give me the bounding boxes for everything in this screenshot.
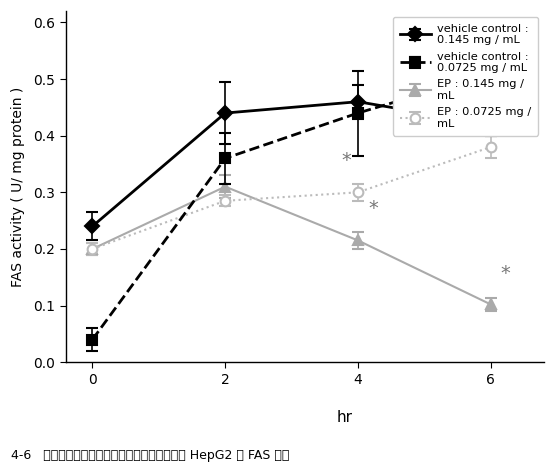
Text: *: * (368, 199, 378, 218)
Text: 4-6   紅藻草藻活精萃粉取以高葡萄糖刺激肝細胞 HepG2 之 FAS 活性: 4-6 紅藻草藻活精萃粉取以高葡萄糖刺激肝細胞 HepG2 之 FAS 活性 (11, 448, 290, 462)
Text: *: * (341, 151, 351, 170)
Text: hr: hr (337, 410, 353, 425)
Legend: vehicle control :
0.145 mg / mL, vehicle control :
0.0725 mg / mL, EP : 0.145 mg: vehicle control : 0.145 mg / mL, vehicle… (393, 17, 538, 136)
Y-axis label: FAS activity ( U/ mg protein ): FAS activity ( U/ mg protein ) (11, 87, 25, 287)
Text: *: * (501, 265, 511, 284)
